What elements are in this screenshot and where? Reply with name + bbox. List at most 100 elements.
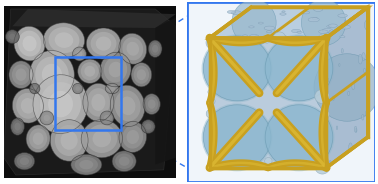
Ellipse shape xyxy=(249,35,259,38)
Ellipse shape xyxy=(352,83,355,90)
Ellipse shape xyxy=(265,36,333,101)
Ellipse shape xyxy=(336,126,338,130)
Ellipse shape xyxy=(329,160,331,165)
Ellipse shape xyxy=(201,103,273,171)
Ellipse shape xyxy=(141,120,155,134)
Ellipse shape xyxy=(361,114,364,120)
Ellipse shape xyxy=(29,83,40,94)
Ellipse shape xyxy=(12,89,43,123)
Ellipse shape xyxy=(291,29,301,33)
Ellipse shape xyxy=(74,85,82,92)
Ellipse shape xyxy=(110,85,145,126)
Ellipse shape xyxy=(203,105,271,170)
Ellipse shape xyxy=(308,17,319,22)
Ellipse shape xyxy=(265,105,333,170)
Ellipse shape xyxy=(152,45,158,53)
Ellipse shape xyxy=(340,25,350,29)
Ellipse shape xyxy=(17,155,32,168)
Ellipse shape xyxy=(303,11,310,14)
Ellipse shape xyxy=(312,17,318,19)
Ellipse shape xyxy=(115,153,133,169)
Ellipse shape xyxy=(364,20,368,30)
Ellipse shape xyxy=(254,36,260,40)
Ellipse shape xyxy=(74,49,85,59)
Ellipse shape xyxy=(243,35,247,37)
Ellipse shape xyxy=(145,123,151,130)
Ellipse shape xyxy=(355,128,357,132)
Ellipse shape xyxy=(55,125,83,156)
Ellipse shape xyxy=(256,161,263,168)
Polygon shape xyxy=(12,9,176,28)
Ellipse shape xyxy=(33,75,88,134)
Ellipse shape xyxy=(278,35,288,39)
Ellipse shape xyxy=(73,47,86,61)
Ellipse shape xyxy=(314,54,378,121)
Ellipse shape xyxy=(340,36,345,38)
Polygon shape xyxy=(155,18,176,165)
Polygon shape xyxy=(4,9,176,175)
Ellipse shape xyxy=(115,90,141,121)
Ellipse shape xyxy=(7,31,17,42)
Ellipse shape xyxy=(266,31,271,33)
Ellipse shape xyxy=(81,62,99,80)
Ellipse shape xyxy=(100,111,114,125)
Ellipse shape xyxy=(134,66,149,84)
Ellipse shape xyxy=(301,0,346,46)
Ellipse shape xyxy=(326,37,330,46)
Ellipse shape xyxy=(86,124,117,153)
Ellipse shape xyxy=(119,121,147,153)
Ellipse shape xyxy=(29,50,74,99)
Ellipse shape xyxy=(345,20,346,23)
Ellipse shape xyxy=(21,98,35,114)
Ellipse shape xyxy=(40,82,81,126)
Ellipse shape xyxy=(227,10,235,14)
Ellipse shape xyxy=(322,29,333,33)
Ellipse shape xyxy=(137,69,146,80)
Ellipse shape xyxy=(206,109,216,118)
Ellipse shape xyxy=(143,121,153,132)
Ellipse shape xyxy=(341,48,343,53)
Ellipse shape xyxy=(122,37,143,60)
Polygon shape xyxy=(210,7,368,38)
Ellipse shape xyxy=(203,36,271,101)
Ellipse shape xyxy=(258,22,263,24)
Ellipse shape xyxy=(50,120,88,161)
Ellipse shape xyxy=(9,33,15,40)
Ellipse shape xyxy=(364,68,366,73)
Ellipse shape xyxy=(108,62,122,77)
Ellipse shape xyxy=(349,143,352,151)
Ellipse shape xyxy=(119,33,147,64)
Ellipse shape xyxy=(40,111,54,125)
Ellipse shape xyxy=(91,32,116,55)
Ellipse shape xyxy=(23,36,37,51)
Ellipse shape xyxy=(201,34,273,102)
Ellipse shape xyxy=(104,57,127,82)
Ellipse shape xyxy=(109,86,115,91)
Ellipse shape xyxy=(107,85,117,92)
Ellipse shape xyxy=(315,89,330,103)
Ellipse shape xyxy=(42,64,62,86)
Ellipse shape xyxy=(206,36,219,49)
Ellipse shape xyxy=(327,78,329,82)
Ellipse shape xyxy=(148,40,162,57)
Ellipse shape xyxy=(60,131,77,150)
Ellipse shape xyxy=(16,93,39,119)
Ellipse shape xyxy=(328,24,337,27)
Ellipse shape xyxy=(315,160,330,174)
Bar xyxy=(210,38,327,168)
Ellipse shape xyxy=(73,83,83,94)
Bar xyxy=(210,38,327,168)
Ellipse shape xyxy=(318,34,329,45)
Ellipse shape xyxy=(120,97,135,115)
Ellipse shape xyxy=(362,53,365,61)
Ellipse shape xyxy=(314,8,322,11)
Ellipse shape xyxy=(339,63,340,66)
Ellipse shape xyxy=(145,96,158,112)
Ellipse shape xyxy=(208,89,215,95)
Ellipse shape xyxy=(29,128,47,149)
Ellipse shape xyxy=(6,30,19,44)
Ellipse shape xyxy=(119,157,130,166)
Ellipse shape xyxy=(20,157,29,165)
Ellipse shape xyxy=(354,126,357,132)
Bar xyxy=(55,57,121,130)
